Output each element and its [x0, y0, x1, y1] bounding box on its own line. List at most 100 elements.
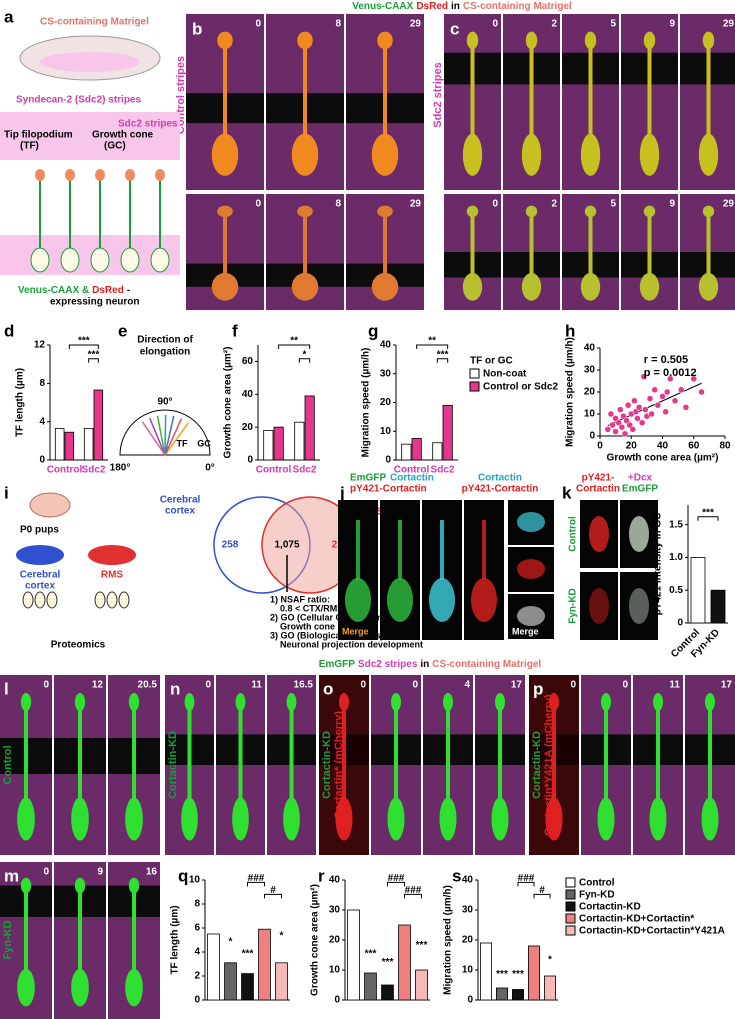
point [638, 419, 646, 427]
label: (TF) [20, 141, 39, 152]
time-label: 12 [92, 680, 104, 691]
growth-cone [125, 169, 135, 181]
significance: * [303, 349, 307, 360]
bar [411, 438, 422, 461]
soma [120, 247, 140, 273]
growth-cone [443, 693, 453, 711]
label-part: CS-containing Matrigel [463, 1, 572, 12]
label: EmGFP [622, 484, 658, 495]
neurite [446, 702, 450, 819]
y-tick-label: 10 [462, 965, 474, 976]
soma [291, 272, 319, 301]
soma [701, 797, 719, 841]
panel-letter: s [452, 866, 461, 885]
soma [597, 797, 615, 841]
y-tick-label: 1.0 [669, 552, 683, 563]
neurite [223, 211, 227, 287]
label: (GC) [104, 141, 126, 152]
bracket [278, 344, 311, 349]
growth-cone [217, 205, 233, 218]
time-label: 9 [669, 199, 675, 210]
legend-swatch [565, 925, 576, 936]
label: Cortactin [390, 473, 434, 484]
y-tick-label: 6 [194, 923, 200, 934]
vector [164, 418, 183, 456]
time-label: 0 [492, 199, 498, 210]
time-label: 0 [205, 680, 211, 691]
x-tick-label: Control [256, 465, 292, 476]
soma [371, 133, 399, 176]
y-tick-label: 40 [462, 875, 474, 886]
neurite [24, 885, 28, 988]
stripe-band [0, 235, 180, 275]
neurite [482, 520, 486, 580]
growth-cone [643, 205, 656, 218]
soma [17, 968, 35, 1007]
panel-letter: j [339, 483, 345, 502]
label: Syndecan-2 (Sdc2) stripes [16, 95, 141, 106]
soma [90, 247, 110, 273]
bar [398, 924, 411, 1001]
cell [471, 578, 497, 622]
point [609, 421, 616, 429]
label-part: Venus-CAAX & [18, 285, 89, 296]
label: 1,075 [274, 540, 299, 551]
growth-cone [74, 693, 86, 711]
soma [232, 797, 249, 841]
soma [439, 797, 457, 841]
time-label: 11 [251, 680, 262, 691]
soma [335, 797, 353, 841]
point [607, 410, 615, 418]
soma [521, 272, 542, 301]
bracket [436, 358, 449, 363]
y-axis-label: Growth cone area (µm²) [223, 347, 234, 459]
label: Control [2, 745, 14, 784]
legend-label: Control or Sdc2 [483, 382, 558, 393]
panel-letter: q [178, 866, 188, 885]
bar [294, 421, 305, 461]
statistic: r = 0.505 [644, 354, 688, 366]
legend-label: Control [579, 878, 615, 889]
tissue [16, 545, 64, 565]
panel-letter: b [192, 19, 202, 38]
growth-cone [339, 693, 349, 711]
neurite [187, 702, 192, 819]
time-label: 9 [97, 867, 103, 878]
growth-cone [286, 693, 297, 711]
bar [442, 404, 453, 461]
label: Growth cone [280, 621, 335, 631]
neurite [552, 702, 556, 819]
y-tick-label: 20 [329, 935, 341, 946]
y-tick-label: 10 [380, 426, 392, 437]
significance: *** [496, 969, 508, 980]
soma [521, 133, 542, 176]
time-label: 29 [723, 19, 735, 30]
growth-cone [184, 693, 195, 711]
growth-cone [235, 693, 246, 711]
vector [148, 417, 166, 456]
time-label: 0 [570, 680, 576, 691]
neurite [99, 175, 101, 255]
y-tick-label: 40 [584, 343, 596, 354]
mouse [29, 492, 71, 518]
bar [432, 442, 443, 461]
neurite [647, 40, 652, 155]
growth-cone [584, 205, 597, 218]
point [648, 410, 655, 418]
point [642, 406, 649, 413]
label: Direction of [137, 335, 193, 346]
label-part: Venus-CAAX [352, 1, 413, 12]
y-tick-label: 0 [677, 618, 683, 629]
growth-cone [643, 31, 656, 50]
y-tick-label: 0 [39, 455, 45, 466]
bar [263, 430, 274, 461]
label: TF [177, 438, 188, 448]
time-label: 4 [464, 680, 470, 691]
time-label: 0 [255, 199, 261, 210]
soma [639, 133, 660, 176]
significance: *** [88, 349, 100, 360]
signal [517, 512, 545, 532]
panel-letter: k [562, 483, 572, 502]
